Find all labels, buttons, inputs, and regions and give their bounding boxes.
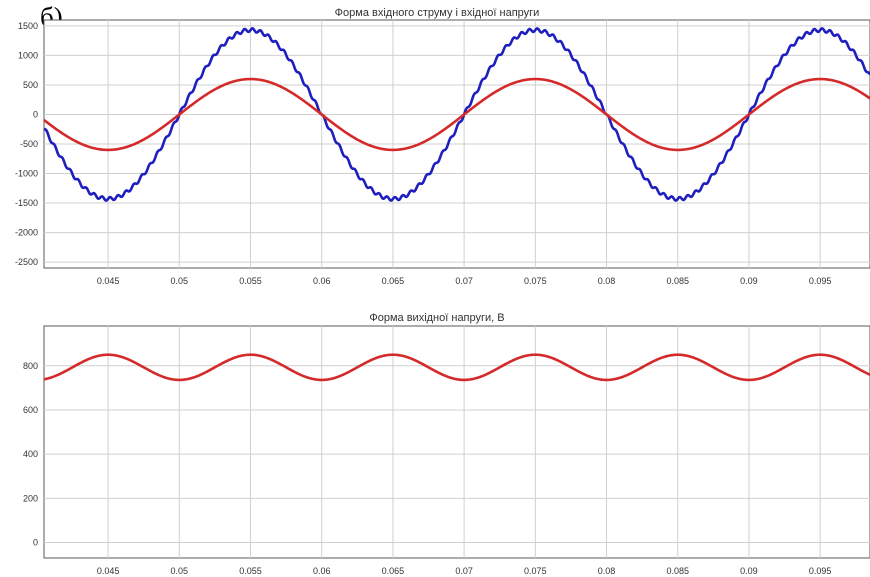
chart-1-x-tick-label: 0.045 [97,276,120,286]
chart-2-title: Форма вихідної напруги, В [369,312,504,324]
chart-1-x-tick-label: 0.06 [313,276,331,286]
chart-1-x-tick-label: 0.065 [382,276,405,286]
chart-2-y-tick-label: 800 [23,361,38,371]
chart-2-x-tick-label: 0.075 [524,566,547,576]
chart-2-y-tick-label: 200 [23,493,38,503]
chart-1-x-tick-label: 0.095 [809,276,832,286]
chart-2-x-tick-label: 0.095 [809,566,832,576]
chart-2-x-tick-label: 0.055 [239,566,262,576]
chart-1-series-1-line [43,27,870,202]
chart-1-y-tick-label: 1000 [18,50,38,60]
chart-2-y-tick-label: 600 [23,405,38,415]
chart-2-x-tick-label: 0.045 [97,566,120,576]
chart-2-y-tick-label: 400 [23,449,38,459]
chart-1-x-tick-label: 0.055 [239,276,262,286]
chart-2-x-tick-label: 0.05 [171,566,189,576]
chart-1-y-tick-label: -1500 [15,198,38,208]
chart-1-x-tick-label: 0.09 [740,276,758,286]
chart-2-y-tick-label: 0 [33,538,38,548]
chart-2-x-tick-label: 0.06 [313,566,331,576]
chart-1-x-tick-label: 0.085 [666,276,689,286]
chart-1-x-tick-label: 0.08 [598,276,616,286]
chart-1-x-tick-label: 0.07 [455,276,473,286]
chart-2-x-tick-label: 0.085 [666,566,689,576]
chart-1-y-tick-label: -1000 [15,169,38,179]
chart-1-x-tick-label: 0.075 [524,276,547,286]
chart-1-y-tick-label: -500 [20,139,38,149]
chart-1-y-tick-label: 1500 [18,21,38,31]
chart-2-plot-area [43,325,870,559]
chart-1-y-tick-label: 0 [33,109,38,119]
chart-1-y-tick-label: 500 [23,80,38,90]
chart-2-x-tick-label: 0.07 [455,566,473,576]
chart-1-title: Форма вхідного струму і вхідної напруги [335,7,540,19]
chart-2-x-tick-label: 0.08 [598,566,616,576]
chart-1-series-2-line [43,77,870,152]
chart-1-y-tick-label: -2000 [15,228,38,238]
chart-2-x-tick-label: 0.065 [382,566,405,576]
chart-1-y-tick-label: -2500 [15,257,38,267]
chart-1-x-tick-label: 0.05 [171,276,189,286]
chart-2-x-tick-label: 0.09 [740,566,758,576]
chart-2-series-1-line [43,353,870,382]
